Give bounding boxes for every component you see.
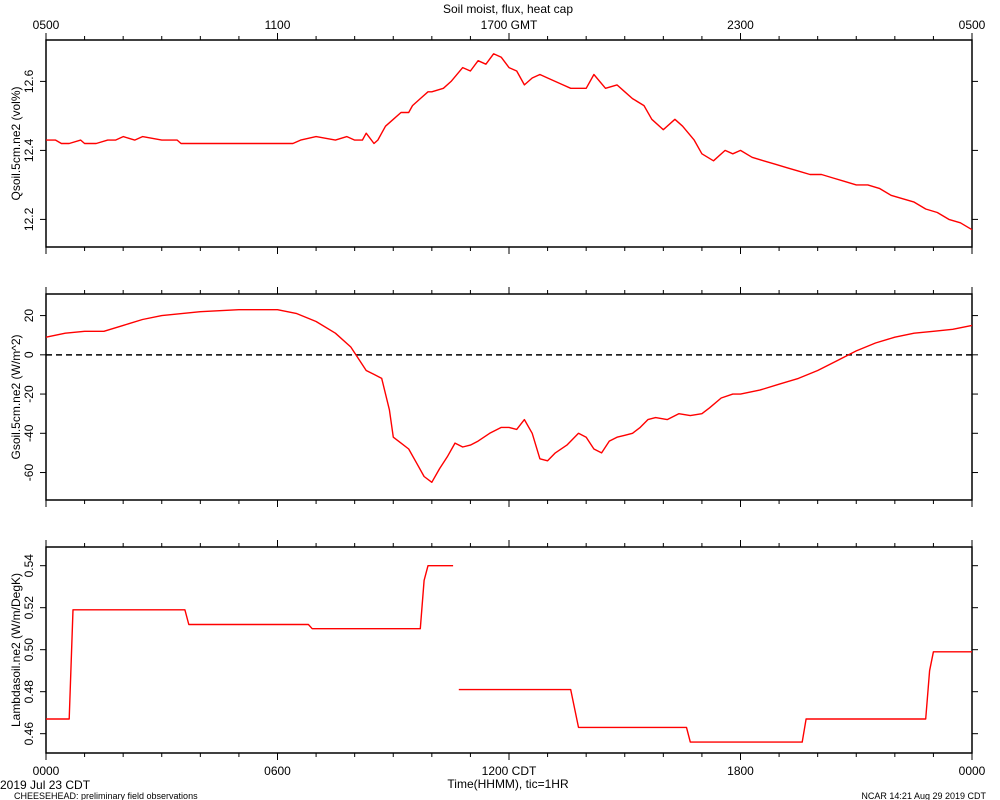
panel-frame (45, 546, 973, 754)
y-tick-label: -60 (22, 464, 36, 482)
top-axis-label: 2300 (727, 18, 754, 32)
y-tick-label: -40 (22, 424, 36, 442)
figure-title: Soil moist, flux, heat cap (443, 2, 573, 16)
bottom-axis-label: 1800 (727, 764, 754, 778)
chart-panel-2: -60 -40 -20 0 20 Gsoil.5cm.ne2 (W/m^2) (9, 287, 978, 507)
series-line (45, 309, 973, 483)
top-axis-label: 1700 GMT (481, 18, 538, 32)
series-line (46, 53, 973, 231)
bottom-axis-label: 0000 (959, 764, 986, 778)
x-axis-label: Time(HHMM), tic=1HR (447, 777, 569, 791)
bottom-axis-label: 0000 (33, 764, 60, 778)
y-tick-label: 0 (22, 351, 36, 358)
footer-right: NCAR 14:21 Aug 29 2019 CDT (861, 791, 986, 800)
series-line (46, 565, 454, 720)
y-tick-label: 0.50 (22, 638, 36, 662)
y-tick-label: 0.54 (22, 554, 36, 578)
top-axis-label: 0500 (959, 18, 986, 32)
y-tick-label: 0.46 (22, 722, 36, 746)
y-tick-label: 0.48 (22, 680, 36, 704)
y-axis-label: Lambdasoil.ne2 (W/m/DegK) (9, 573, 23, 727)
y-tick-label: 0.52 (22, 596, 36, 620)
bottom-axis-label: 1200 CDT (482, 764, 537, 778)
date-label: 2019 Jul 23 CDT (0, 778, 91, 792)
series-line (458, 651, 972, 743)
top-axis-label: 0500 (33, 18, 60, 32)
y-tick-label: 12.4 (22, 138, 36, 162)
y-tick-label: 12.2 (22, 207, 36, 231)
y-tick-label: 20 (22, 309, 36, 323)
top-axis-labels: 0500 1100 1700 GMT 2300 0500 (33, 18, 986, 32)
top-axis-label: 1100 (265, 18, 291, 32)
bottom-axis-label: 0600 (264, 764, 291, 778)
bottom-axis-labels: 0000 0600 1200 CDT 1800 0000 (33, 764, 986, 778)
y-axis-label: Gsoil.5cm.ne2 (W/m^2) (9, 335, 23, 460)
y-axis-label: Qsoil.5cm.ne2 (vol%) (9, 86, 23, 200)
panel-frame (45, 293, 973, 501)
footer-left: CHEESEHEAD: preliminary field observatio… (14, 791, 198, 800)
y-tick-label: -20 (22, 385, 36, 403)
y-tick-label: 12.6 (22, 69, 36, 93)
